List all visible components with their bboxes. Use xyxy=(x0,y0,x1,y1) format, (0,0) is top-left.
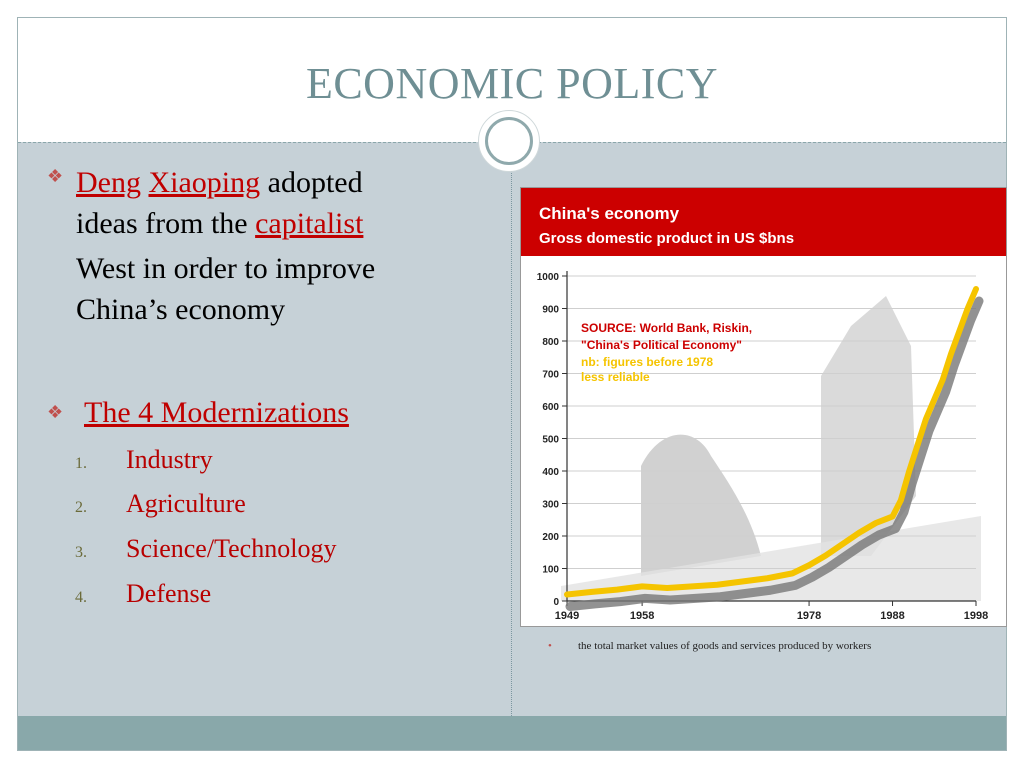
list-item-science-technology: Science/Technology xyxy=(126,534,337,563)
y-tick-label: 100 xyxy=(542,565,559,576)
x-tick-label: 1958 xyxy=(630,610,654,622)
bullet-1-line-4: China’s economy xyxy=(76,293,286,326)
list-item-defense: Defense xyxy=(126,579,212,608)
y-tick-label: 700 xyxy=(542,370,559,381)
column-divider xyxy=(511,142,512,716)
x-tick-label: 1998 xyxy=(964,610,988,622)
x-tick-label: 1978 xyxy=(797,610,821,622)
bullet-2-heading: The 4 Modernizations xyxy=(84,392,349,433)
footer-band xyxy=(18,716,1006,750)
link-deng[interactable]: Deng xyxy=(76,166,141,199)
link-capitalist[interactable]: capitalist xyxy=(255,207,364,240)
gdp-data-point xyxy=(807,563,811,567)
list-number: 3. xyxy=(75,544,87,561)
bullet-1-text-a: adopted xyxy=(260,166,363,199)
diamond-bullet-icon: ❖ xyxy=(47,402,64,422)
list-number: 1. xyxy=(75,455,87,472)
y-tick-label: 900 xyxy=(542,305,559,316)
caption-bullet-icon: • xyxy=(548,640,552,652)
chart-note-annotation: nb: figures before 1978 xyxy=(581,355,713,369)
gdp-data-point xyxy=(640,584,644,588)
gdp-data-point xyxy=(665,586,669,590)
bullet-1-line-2: ideas from the capitalist xyxy=(76,203,363,244)
gdp-data-point xyxy=(565,593,569,596)
chart-plot: 0 100 200 300 400 500 600 700 800 900 1000 1949 1958… xyxy=(521,256,1006,626)
skyscraper-illustration xyxy=(821,296,916,556)
circle-ornament xyxy=(478,110,540,172)
bullet-1-text-b: ideas from the xyxy=(76,207,256,240)
chart-header: China's economy Gross domestic product i… xyxy=(521,188,1006,256)
gdp-data-point xyxy=(924,417,928,421)
gdp-data-point xyxy=(941,378,945,382)
y-tick-label: 500 xyxy=(542,435,559,446)
list-number: 2. xyxy=(75,499,87,516)
workers-illustration xyxy=(641,434,761,576)
page-title: ECONOMIC POLICY xyxy=(305,59,719,108)
bullet-1-line-3: West in order to improve xyxy=(76,252,376,285)
gdp-chart: China's economy Gross domestic product i… xyxy=(520,187,1007,627)
bullet-1-line-1: Deng Xiaoping adopted xyxy=(76,162,363,203)
chart-title: China's economy xyxy=(539,204,680,223)
gdp-data-point xyxy=(974,287,978,291)
gdp-data-point xyxy=(590,590,594,594)
chart-subtitle: Gross domestic product in US $bns xyxy=(539,230,795,247)
gdp-data-point xyxy=(615,588,619,592)
circle-ornament-ring xyxy=(485,117,533,165)
y-tick-label: 800 xyxy=(542,337,559,348)
list-item-industry: Industry xyxy=(126,445,213,474)
x-tick-label: 1988 xyxy=(880,610,904,622)
gdp-data-point xyxy=(715,583,719,587)
gdp-data-point xyxy=(857,531,861,535)
gdp-data-point xyxy=(740,580,744,583)
gdp-data-point xyxy=(765,576,769,580)
gdp-data-point xyxy=(907,469,911,473)
gdp-data-point xyxy=(891,515,895,518)
chart-note-annotation: less reliable xyxy=(581,370,650,384)
diamond-bullet-icon: ❖ xyxy=(47,166,64,186)
gdp-data-point xyxy=(916,443,920,447)
y-tick-label: 600 xyxy=(542,402,559,413)
gdp-series-line xyxy=(564,286,979,598)
link-4-modernizations[interactable]: The 4 Modernizations xyxy=(84,396,349,429)
gdp-data-point xyxy=(690,584,694,588)
gdp-data-point xyxy=(957,329,961,333)
gdp-data-point xyxy=(899,498,903,502)
y-tick-label: 400 xyxy=(542,467,559,478)
chart-caption: the total market values of goods and ser… xyxy=(578,640,872,652)
y-tick-label: 1000 xyxy=(537,272,560,283)
list-number: 4. xyxy=(75,589,87,606)
y-tick-label: 200 xyxy=(542,532,559,543)
gdp-data-point xyxy=(949,352,953,356)
y-tick-label: 300 xyxy=(542,500,559,511)
gdp-data-point xyxy=(932,398,936,401)
gdp-data-point xyxy=(966,307,970,310)
chart-source-annotation: "China's Political Economy" xyxy=(581,338,742,352)
list-item-agriculture: Agriculture xyxy=(126,489,246,518)
y-tick-label: 0 xyxy=(553,597,559,608)
x-tick-label: 1949 xyxy=(555,610,579,622)
gdp-data-point xyxy=(874,521,878,525)
gdp-series-shadow xyxy=(565,296,984,611)
gdp-data-point xyxy=(790,571,794,575)
gdp-data-point xyxy=(824,554,828,557)
gdp-data-point xyxy=(840,542,844,546)
link-xiaoping[interactable]: Xiaoping xyxy=(148,166,261,199)
chart-source-annotation: SOURCE: World Bank, Riskin, xyxy=(581,321,752,335)
